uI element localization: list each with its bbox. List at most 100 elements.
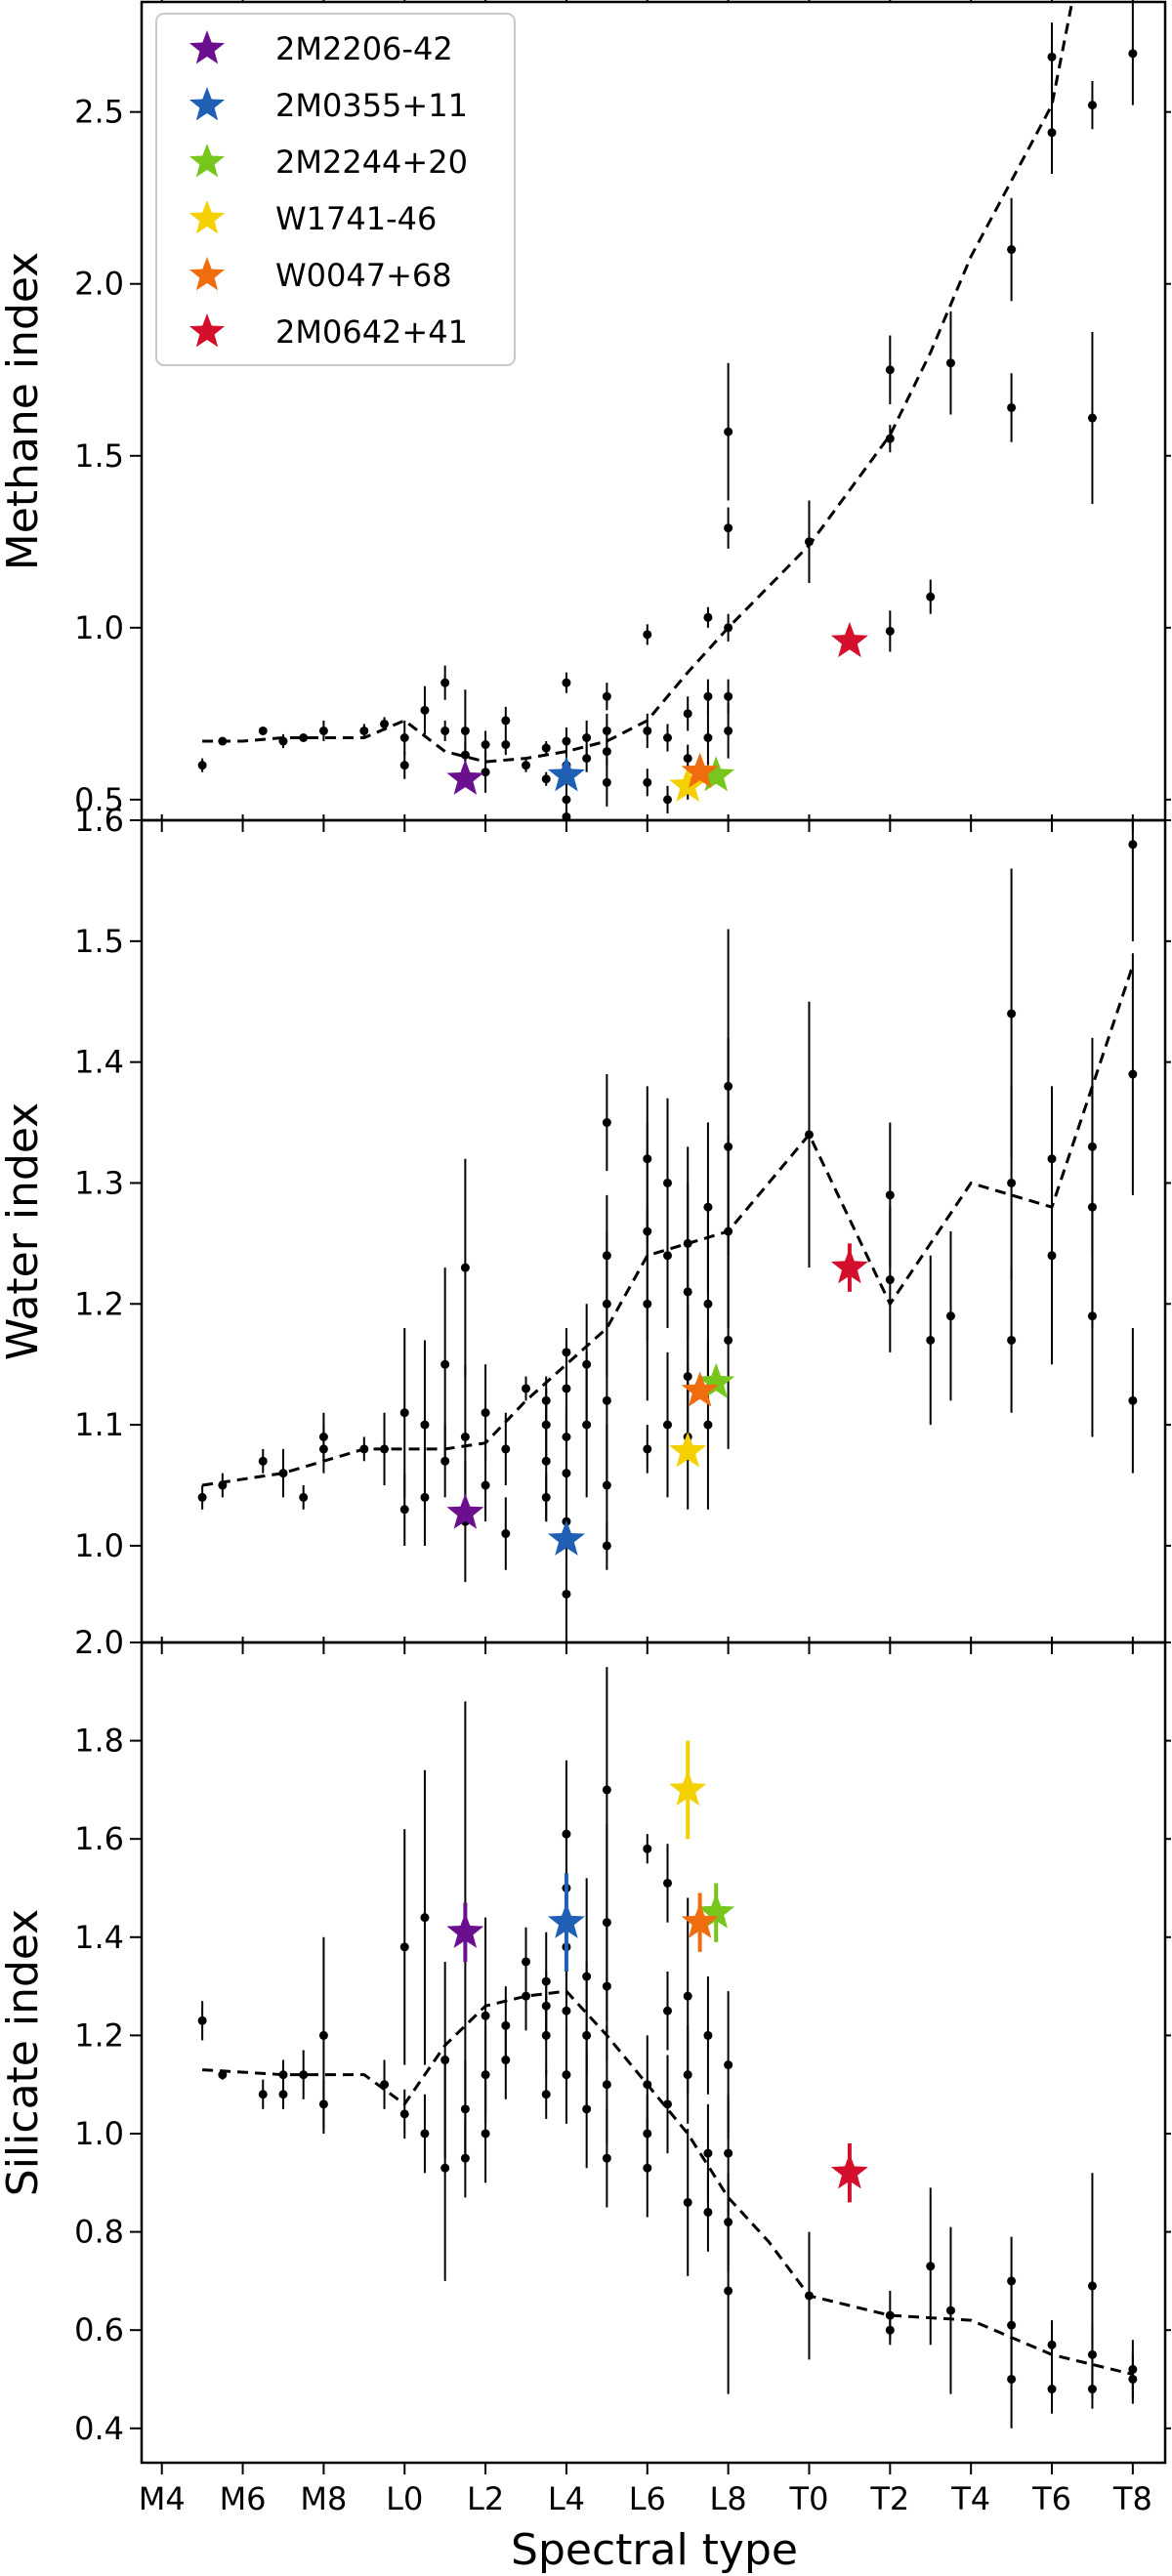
data-point xyxy=(602,1541,611,1551)
data-point xyxy=(662,2099,672,2109)
data-point xyxy=(481,2011,490,2020)
data-point xyxy=(662,1251,672,1261)
target-star-2M0642+41 xyxy=(830,2153,868,2189)
data-point xyxy=(724,1335,733,1345)
data-point xyxy=(885,1190,895,1200)
data-point xyxy=(662,732,672,742)
data-point xyxy=(440,678,450,687)
legend-star xyxy=(188,30,226,64)
y-axis-label: Silicate index xyxy=(0,1909,48,2196)
data-point xyxy=(662,1878,672,1888)
data-point xyxy=(703,1420,713,1430)
data-point xyxy=(420,1420,430,1430)
data-point xyxy=(460,2104,470,2114)
data-point xyxy=(703,2207,713,2217)
data-point xyxy=(562,1589,571,1599)
target-star-W1741-46 xyxy=(669,766,707,802)
data-point xyxy=(501,2056,511,2065)
data-point xyxy=(440,2163,450,2173)
data-point xyxy=(562,1469,571,1478)
data-point xyxy=(541,1456,551,1466)
target-star-2M2244+20 xyxy=(697,756,735,792)
data-point xyxy=(1007,2320,1017,2330)
y-tick-label: 1.5 xyxy=(74,437,124,475)
data-point xyxy=(399,1408,409,1418)
data-point xyxy=(602,1118,611,1128)
data-point xyxy=(420,705,430,715)
data-point xyxy=(562,2006,571,2015)
data-point xyxy=(1007,1178,1017,1187)
plot-area xyxy=(197,1667,1138,2429)
data-point xyxy=(683,2197,692,2207)
trend-line xyxy=(202,2,1074,764)
target-star-2M0642+41 xyxy=(830,621,868,658)
data-point xyxy=(703,2148,713,2158)
data-point xyxy=(885,2325,895,2335)
y-tick-label: 1.0 xyxy=(74,2115,124,2152)
data-point xyxy=(460,1433,470,1441)
data-point xyxy=(582,2104,592,2114)
legend-label: W1741-46 xyxy=(275,200,437,237)
data-point xyxy=(703,612,713,622)
data-point xyxy=(1087,413,1097,423)
data-point xyxy=(724,2060,733,2070)
y-tick-label: 1.0 xyxy=(74,1527,124,1564)
x-tick-label: M4 xyxy=(139,2480,186,2517)
data-point xyxy=(359,726,369,735)
data-point xyxy=(662,795,672,805)
data-point xyxy=(318,1444,328,1454)
data-point xyxy=(318,2099,328,2109)
target-star-2M2244+20 xyxy=(697,1362,735,1398)
x-tick-label: L4 xyxy=(548,2480,585,2517)
data-point xyxy=(1007,402,1017,412)
x-tick-label: L2 xyxy=(467,2480,504,2517)
data-point xyxy=(1128,1069,1138,1079)
data-point xyxy=(602,691,611,701)
data-point xyxy=(541,2030,551,2040)
legend-label: 2M0642+41 xyxy=(275,313,468,351)
data-point xyxy=(522,1384,531,1393)
data-point xyxy=(501,1444,511,1454)
data-point xyxy=(703,2030,713,2040)
data-point xyxy=(522,1991,531,2001)
data-point xyxy=(643,1844,652,1853)
target-star-W1741-46 xyxy=(669,1769,707,1807)
data-point xyxy=(1007,1335,1017,1345)
data-point xyxy=(380,719,390,728)
data-point xyxy=(1087,101,1097,110)
x-tick-label: T8 xyxy=(1112,2480,1152,2517)
trend-line xyxy=(201,965,1135,1487)
y-tick-label: 1.3 xyxy=(74,1164,124,1201)
data-point xyxy=(885,626,895,636)
data-point xyxy=(1128,49,1138,59)
x-tick-label: T4 xyxy=(950,2480,990,2517)
data-point xyxy=(724,2148,733,2158)
data-point xyxy=(299,732,309,742)
data-point xyxy=(440,726,450,735)
y-tick-label: 0.8 xyxy=(74,2214,124,2251)
y-tick-label: 1.0 xyxy=(74,609,124,646)
data-point xyxy=(683,754,692,764)
x-axis-label: Spectral type xyxy=(511,2525,798,2575)
panel-1: 1.0 1.1 1.2 1.3 1.4 1.5 1.6 Water index xyxy=(0,802,1171,1654)
data-point xyxy=(1087,2281,1097,2291)
legend-label: 2M2244+20 xyxy=(275,144,468,181)
data-point xyxy=(541,743,551,753)
y-tick-label: 1.5 xyxy=(74,923,124,960)
data-point xyxy=(945,1311,955,1321)
data-point xyxy=(1128,1395,1138,1405)
data-point xyxy=(541,2090,551,2099)
data-point xyxy=(399,1942,409,1952)
data-point xyxy=(683,709,692,719)
data-point xyxy=(643,777,652,787)
data-point xyxy=(258,726,268,735)
data-point xyxy=(703,691,713,701)
data-point xyxy=(522,761,531,770)
data-point xyxy=(1007,2374,1017,2384)
data-point xyxy=(481,1408,490,1418)
data-point xyxy=(643,2163,652,2173)
data-point xyxy=(562,678,571,687)
y-tick-label: 1.2 xyxy=(74,2016,124,2054)
plot-area xyxy=(197,2,1138,820)
data-point xyxy=(562,795,571,805)
